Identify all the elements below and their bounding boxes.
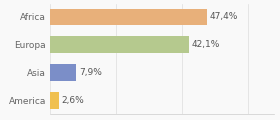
Bar <box>50 92 59 109</box>
Text: 47,4%: 47,4% <box>209 12 237 21</box>
Bar <box>50 64 76 81</box>
Text: 7,9%: 7,9% <box>79 68 102 77</box>
Bar <box>50 36 189 53</box>
Bar <box>50 9 207 25</box>
Text: 42,1%: 42,1% <box>192 40 220 49</box>
Text: 2,6%: 2,6% <box>62 96 84 105</box>
